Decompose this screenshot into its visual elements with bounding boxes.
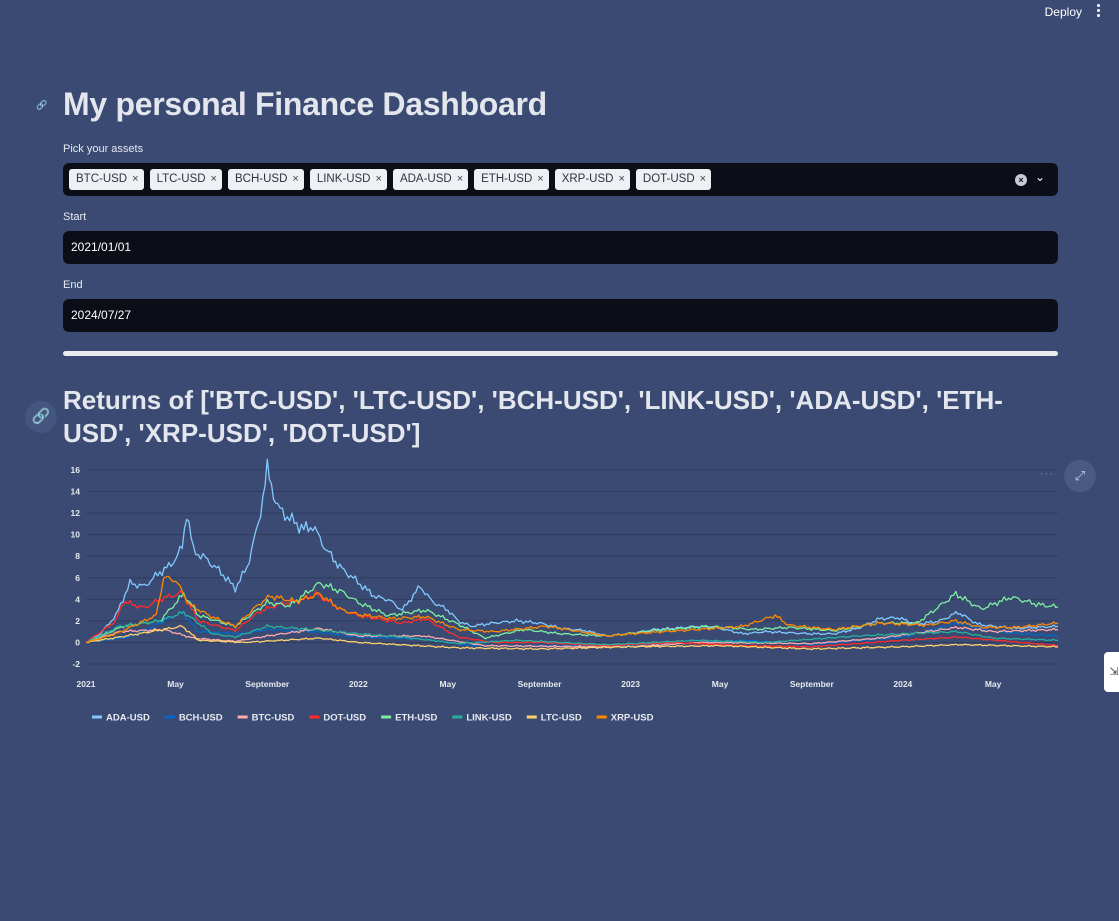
page-title: My personal Finance Dashboard <box>63 86 547 122</box>
legend-item: XRP-USD <box>611 713 654 724</box>
asset-tag[interactable]: BTC-USD × <box>69 169 144 190</box>
x-tick-label: 2022 <box>349 679 368 689</box>
legend-item: BTC-USD <box>252 713 295 724</box>
asset-tag-label: BTC-USD <box>76 173 128 185</box>
legend-item: LINK-USD <box>466 713 512 724</box>
assets-multiselect[interactable]: BTC-USD × LTC-USD × BCH-USD × LINK-USD × ADA-USD… <box>63 163 1058 196</box>
x-tick-label: May <box>440 679 457 689</box>
main-menu-icon[interactable] <box>1091 2 1105 22</box>
remove-tag-icon[interactable]: × <box>618 173 625 185</box>
asset-tag[interactable]: XRP-USD × <box>554 169 630 190</box>
asset-tag[interactable]: DOT-USD × <box>635 169 712 190</box>
legend-item: LTC-USD <box>541 713 582 724</box>
y-tick-label: -2 <box>72 659 80 669</box>
y-tick-label: 12 <box>71 508 81 518</box>
x-tick-label: 2021 <box>77 679 96 689</box>
x-tick-label: September <box>790 679 835 689</box>
chart-title: Returns of ['BTC-USD', 'LTC-USD', 'BCH-U… <box>63 385 1003 448</box>
asset-tag-label: DOT-USD <box>642 173 695 185</box>
legend-item: DOT-USD <box>323 713 366 724</box>
start-label: Start <box>63 211 87 223</box>
asset-tag[interactable]: BCH-USD × <box>227 169 304 190</box>
assets-label: Pick your assets <box>63 143 144 155</box>
asset-tag-label: ETH-USD <box>481 173 533 185</box>
chevron-down-icon[interactable]: ⌄ <box>1034 170 1045 184</box>
series-line-btc-usd <box>85 625 1059 649</box>
remove-tag-icon[interactable]: × <box>456 173 464 185</box>
series-line-link-usd <box>85 610 1059 646</box>
series-line-xrp-usd <box>85 575 1059 644</box>
selected-asset-tags: BTC-USD × LTC-USD × BCH-USD × LINK-USD × ADA-USD… <box>69 169 712 190</box>
series-line-ada-usd <box>85 458 1059 644</box>
asset-tag-label: LINK-USD <box>316 173 371 185</box>
asset-tag-label: LTC-USD <box>156 173 206 185</box>
y-tick-label: 14 <box>71 487 81 497</box>
series-line-dot-usd <box>85 590 1058 649</box>
x-tick-label: May <box>167 679 184 689</box>
end-label: End <box>63 279 83 291</box>
x-tick-label: September <box>245 679 290 689</box>
asset-tag[interactable]: LINK-USD × <box>309 169 387 190</box>
series-line-ltc-usd <box>86 624 1059 651</box>
remove-tag-icon[interactable]: × <box>375 173 382 185</box>
y-tick-label: 2 <box>75 616 80 626</box>
y-tick-label: 10 <box>71 530 81 540</box>
legend-item: BCH-USD <box>179 713 223 724</box>
link-icon[interactable]: 🔗 <box>25 401 57 433</box>
remove-tag-icon[interactable]: × <box>132 173 139 185</box>
y-tick-label: 8 <box>75 551 80 561</box>
asset-tag[interactable]: ETH-USD × <box>474 169 549 190</box>
x-tick-label: May <box>712 679 729 689</box>
start-date-input[interactable] <box>63 231 1058 264</box>
returns-line-chart: -2 0 2 4 6 8 10 12 14 16 2021 May September 2022 May Se… <box>71 458 1059 724</box>
asset-tag-label: BCH-USD <box>234 173 288 185</box>
y-tick-label: 6 <box>75 573 80 583</box>
y-tick-label: 16 <box>71 465 81 475</box>
remove-tag-icon[interactable]: × <box>699 173 707 185</box>
deploy-button[interactable]: Deploy <box>1044 5 1082 19</box>
x-tick-label: September <box>518 679 563 689</box>
y-tick-label: 4 <box>75 594 80 604</box>
y-tick-label: 0 <box>75 637 80 647</box>
end-date-input[interactable] <box>63 299 1058 332</box>
side-panel-tab[interactable]: ⇲ <box>1104 652 1119 692</box>
remove-tag-icon[interactable]: × <box>210 173 217 185</box>
asset-tag[interactable]: LTC-USD × <box>149 169 222 190</box>
progress-bar <box>63 351 1058 356</box>
remove-tag-icon[interactable]: × <box>537 173 544 185</box>
x-tick-label: 2024 <box>893 679 912 689</box>
asset-tag-label: ADA-USD <box>399 173 452 185</box>
title-link-icon[interactable]: 🔗 <box>36 100 48 110</box>
x-tick-label: 2023 <box>621 679 640 689</box>
legend-item: ETH-USD <box>395 713 437 724</box>
chart-menu-icon[interactable]: ··· <box>1040 468 1054 480</box>
clear-all-icon[interactable]: × <box>1015 174 1027 186</box>
fullscreen-icon[interactable]: ⤢ <box>1064 460 1096 492</box>
top-toolbar: Deploy <box>0 0 1119 28</box>
asset-tag[interactable]: ADA-USD × <box>392 169 469 190</box>
remove-tag-icon[interactable]: × <box>292 173 299 185</box>
legend-item: ADA-USD <box>106 713 150 724</box>
x-tick-label: May <box>985 679 1002 689</box>
asset-tag-label: XRP-USD <box>561 173 614 185</box>
